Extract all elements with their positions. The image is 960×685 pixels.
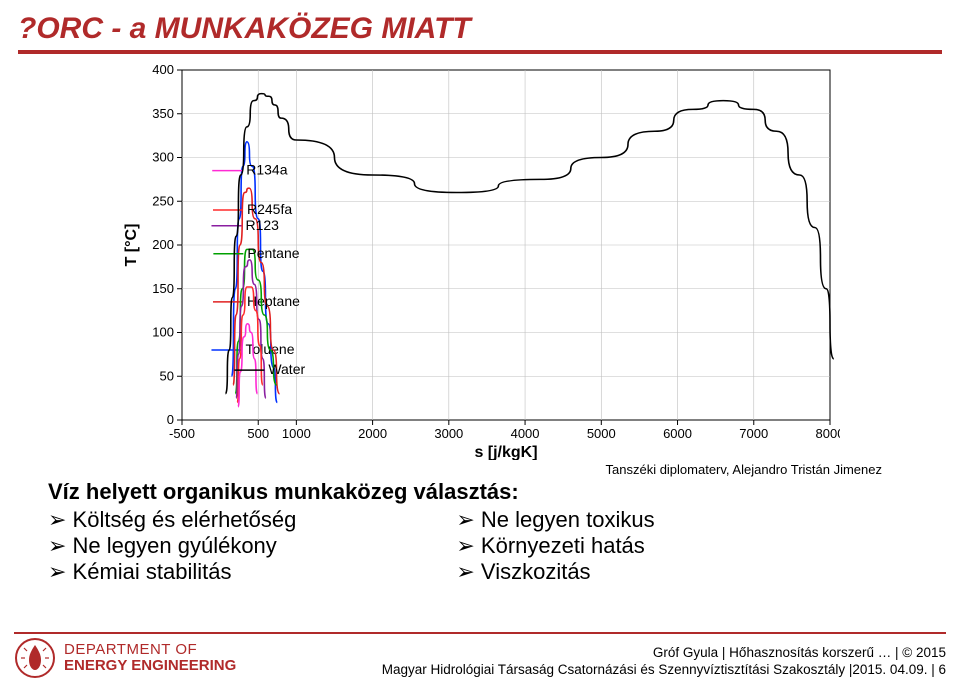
- svg-text:100: 100: [152, 325, 174, 340]
- svg-text:R123: R123: [245, 217, 279, 233]
- svg-text:2000: 2000: [358, 426, 387, 441]
- svg-text:250: 250: [152, 193, 174, 208]
- svg-text:150: 150: [152, 281, 174, 296]
- bullet-list-left: Költség és elérhetőségNe legyen gyúlékon…: [48, 507, 296, 585]
- dept-line1: DEPARTMENT OF: [64, 642, 236, 659]
- chart-attribution: Tanszéki diplomaterv, Alejandro Tristán …: [18, 462, 942, 477]
- svg-text:6000: 6000: [663, 426, 692, 441]
- bullet-item: Kémiai stabilitás: [48, 559, 296, 585]
- footer-credit-1: Gróf Gyula | Hőhasznosítás korszerű … | …: [382, 645, 946, 662]
- svg-text:s [j/kgK]: s [j/kgK]: [474, 444, 537, 460]
- svg-text:400: 400: [152, 62, 174, 77]
- bullet-item: Ne legyen gyúlékony: [48, 533, 296, 559]
- chart-svg: 0 50 100 150 200 250 300 350 400 -500 500 1000 2000 3…: [120, 60, 840, 460]
- footer-credit-2: Magyar Hidrológiai Társaság Csatornázási…: [382, 662, 946, 679]
- svg-text:Heptane: Heptane: [247, 293, 300, 309]
- svg-text:3000: 3000: [434, 426, 463, 441]
- svg-text:Water: Water: [268, 361, 305, 377]
- svg-text:-500: -500: [169, 426, 195, 441]
- content-heading: Víz helyett organikus munkaközeg választ…: [48, 479, 912, 505]
- svg-text:R134a: R134a: [246, 162, 287, 178]
- svg-text:300: 300: [152, 150, 174, 165]
- bullet-item: Viszkozitás: [456, 559, 654, 585]
- footer-row: DEPARTMENT OF ENERGY ENGINEERING Gróf Gy…: [14, 637, 946, 679]
- svg-text:R245fa: R245fa: [247, 201, 292, 217]
- flame-icon: [14, 637, 56, 679]
- svg-text:500: 500: [247, 426, 269, 441]
- bullet-item: Költség és elérhetőség: [48, 507, 296, 533]
- svg-text:200: 200: [152, 237, 174, 252]
- slide: ?ORC - a MUNKAKÖZEG MIATT 0 50 100 150 200 25…: [0, 0, 960, 685]
- dept-block: DEPARTMENT OF ENERGY ENGINEERING: [14, 637, 236, 679]
- footer-rule: [14, 632, 946, 634]
- title-rule: [18, 50, 942, 54]
- svg-text:0: 0: [167, 412, 174, 427]
- bullet-list-right: Ne legyen toxikusKörnyezeti hatásViszkoz…: [456, 507, 654, 585]
- dept-text: DEPARTMENT OF ENERGY ENGINEERING: [64, 642, 236, 675]
- svg-text:Pentane: Pentane: [247, 245, 299, 261]
- footer-credits: Gróf Gyula | Hőhasznosítás korszerű … | …: [382, 645, 946, 679]
- svg-text:7000: 7000: [739, 426, 768, 441]
- ts-chart: 0 50 100 150 200 250 300 350 400 -500 500 1000 2000 3…: [120, 60, 840, 460]
- svg-text:350: 350: [152, 106, 174, 121]
- slide-footer: DEPARTMENT OF ENERGY ENGINEERING Gróf Gy…: [14, 632, 946, 679]
- svg-text:T [°C]: T [°C]: [123, 224, 140, 267]
- dept-line2: ENERGY ENGINEERING: [64, 658, 236, 675]
- svg-text:8000: 8000: [816, 426, 840, 441]
- content-block: Víz helyett organikus munkaközeg választ…: [18, 479, 942, 585]
- svg-text:5000: 5000: [587, 426, 616, 441]
- svg-text:50: 50: [160, 368, 174, 383]
- svg-text:4000: 4000: [511, 426, 540, 441]
- bullet-item: Környezeti hatás: [456, 533, 654, 559]
- title-bar: ?ORC - a MUNKAKÖZEG MIATT: [18, 12, 942, 46]
- svg-text:1000: 1000: [282, 426, 311, 441]
- bullets-row: Költség és elérhetőségNe legyen gyúlékon…: [48, 507, 912, 585]
- bullet-item: Ne legyen toxikus: [456, 507, 654, 533]
- slide-title: ?ORC - a MUNKAKÖZEG MIATT: [18, 12, 471, 46]
